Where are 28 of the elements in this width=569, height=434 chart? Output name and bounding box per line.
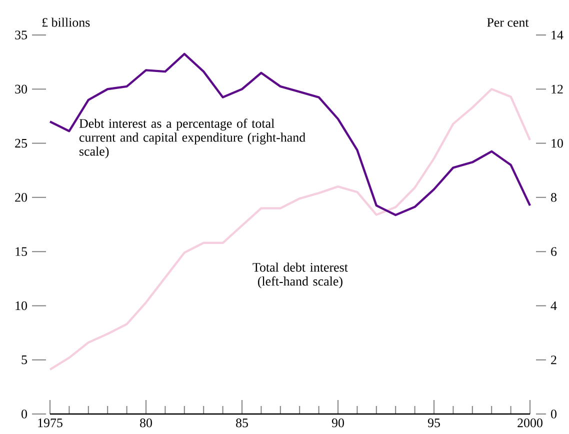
y2-tick-label: 14 xyxy=(552,30,564,40)
y-axis-title: £ billions xyxy=(42,18,90,27)
y2-tick-label: 8 xyxy=(551,193,556,202)
y-tick-label: 10 xyxy=(16,301,28,310)
y2-tick-label: 10 xyxy=(552,138,563,148)
y-tick-label: 25 xyxy=(15,138,27,148)
x-tick-label: 80 xyxy=(140,418,152,428)
x-tick-label: 1975 xyxy=(38,418,62,428)
y-tick-label: 0 xyxy=(22,410,28,418)
y-tick-label: 20 xyxy=(15,193,28,202)
y2-tick-label: 2 xyxy=(551,356,556,364)
x-tick-label: 95 xyxy=(428,418,440,428)
y2-tick-label: 6 xyxy=(551,247,557,256)
y2-tick-label: 4 xyxy=(550,301,557,310)
series-label: Debt interest as a percentage of total current and capital expenditure (right-hand scale) xyxy=(79,118,306,158)
y-tick-label: 15 xyxy=(16,247,27,256)
y-tick-label: 35 xyxy=(15,30,27,40)
text: Total debt interest (left-hand scale) xyxy=(252,262,348,288)
y2-tick-label: 0 xyxy=(551,410,556,418)
y-tick-label: 30 xyxy=(15,84,28,94)
y-tick-label: 5 xyxy=(22,356,27,364)
x-tick-label: 85 xyxy=(236,418,248,428)
line-series xyxy=(48,52,532,216)
x-tick-label: 2000 xyxy=(518,418,542,428)
y2-tick-label: 12 xyxy=(552,84,563,94)
line-series xyxy=(48,88,532,371)
y2-axis-title: Per cent xyxy=(487,18,529,27)
x-tick-label: 90 xyxy=(332,418,344,428)
